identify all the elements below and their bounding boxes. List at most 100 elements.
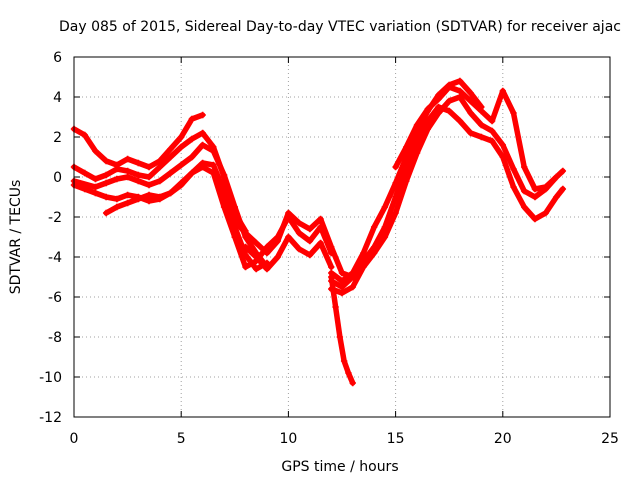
x-tick-label: 10: [279, 431, 297, 447]
data-point: [92, 183, 99, 191]
series-track-13: [392, 83, 560, 193]
data-point: [124, 155, 131, 163]
data-point: [338, 269, 346, 277]
data-point: [336, 333, 344, 341]
data-point: [467, 129, 474, 137]
data-point: [167, 145, 174, 153]
data-point: [488, 127, 496, 135]
data-point: [403, 143, 410, 151]
data-point: [188, 135, 196, 143]
data-point: [435, 95, 442, 103]
data-point: [199, 141, 206, 149]
data-point: [510, 109, 517, 117]
data-point: [531, 193, 539, 201]
data-point: [102, 171, 110, 179]
y-tick-label: -10: [39, 370, 62, 386]
data-point: [559, 185, 567, 193]
data-point: [467, 109, 474, 117]
data-point: [446, 83, 453, 91]
data-point: [553, 173, 560, 181]
data-point: [145, 181, 153, 189]
data-point: [403, 153, 410, 161]
data-point: [446, 107, 453, 115]
series-trace: [392, 84, 560, 192]
data-point: [253, 253, 260, 261]
data-point: [102, 157, 110, 165]
data-point: [220, 171, 228, 179]
data-point: [253, 239, 260, 247]
data-point: [456, 93, 464, 101]
data-point: [328, 269, 335, 277]
data-point: [231, 217, 238, 225]
data-point: [145, 197, 153, 205]
y-tick-label: -4: [48, 250, 62, 266]
data-point: [178, 161, 185, 169]
data-point: [124, 199, 131, 207]
x-tick-label: 0: [70, 431, 79, 447]
data-point: [338, 289, 346, 297]
data-point: [242, 243, 249, 251]
data-point: [145, 173, 153, 181]
data-point: [392, 209, 399, 217]
data-point: [340, 357, 348, 365]
data-point: [199, 163, 206, 171]
data-point: [478, 133, 485, 141]
data-point: [456, 87, 464, 95]
data-point: [188, 115, 196, 123]
data-point: [178, 179, 185, 187]
series-track-9: [328, 273, 356, 387]
data-point: [446, 97, 453, 105]
data-point: [274, 237, 281, 245]
data-point: [521, 187, 528, 195]
data-point: [381, 233, 389, 241]
series-trace: [232, 210, 356, 280]
data-point: [488, 137, 496, 145]
data-point: [349, 379, 356, 387]
data-point: [488, 117, 496, 125]
data-point: [424, 105, 431, 113]
data-point: [102, 209, 110, 217]
data-point: [242, 263, 249, 271]
y-tick-label: -12: [39, 410, 62, 426]
data-point: [210, 147, 217, 155]
data-point: [199, 111, 206, 119]
data-point: [102, 179, 110, 187]
data-point: [92, 147, 99, 155]
data-point: [295, 245, 303, 253]
data-point: [332, 303, 339, 311]
data-point: [345, 369, 352, 377]
data-point: [306, 225, 314, 233]
data-point: [285, 209, 292, 217]
data-point: [328, 277, 335, 285]
chart-title: Day 085 of 2015, Sidereal Day-to-day VTE…: [59, 19, 621, 35]
data-point: [188, 169, 196, 177]
data-point: [285, 233, 292, 241]
data-point: [210, 161, 217, 169]
plot-frame: [73, 56, 611, 418]
data-point: [263, 265, 271, 273]
data-point: [102, 193, 110, 201]
y-tick-label: 0: [53, 170, 62, 186]
data-point: [263, 249, 271, 257]
data-point: [178, 133, 185, 141]
x-ticks: 0 5 10 15 20 25: [70, 57, 619, 447]
data-point: [328, 263, 335, 271]
data-point: [231, 203, 238, 211]
data-point: [135, 159, 142, 167]
data-point: [553, 193, 560, 201]
series-trace: [71, 112, 206, 170]
data-point: [403, 177, 410, 185]
data-point: [467, 97, 474, 105]
data-point: [113, 203, 121, 211]
data-point: [188, 153, 196, 161]
data-point: [145, 163, 153, 171]
x-tick-label: 5: [177, 431, 186, 447]
data-point: [317, 215, 324, 223]
data-point: [413, 149, 421, 157]
data-point: [413, 121, 421, 129]
data-point: [370, 223, 378, 231]
y-tick-label: 2: [53, 130, 62, 146]
data-point: [135, 171, 142, 179]
y-tick-label: -6: [48, 290, 62, 306]
